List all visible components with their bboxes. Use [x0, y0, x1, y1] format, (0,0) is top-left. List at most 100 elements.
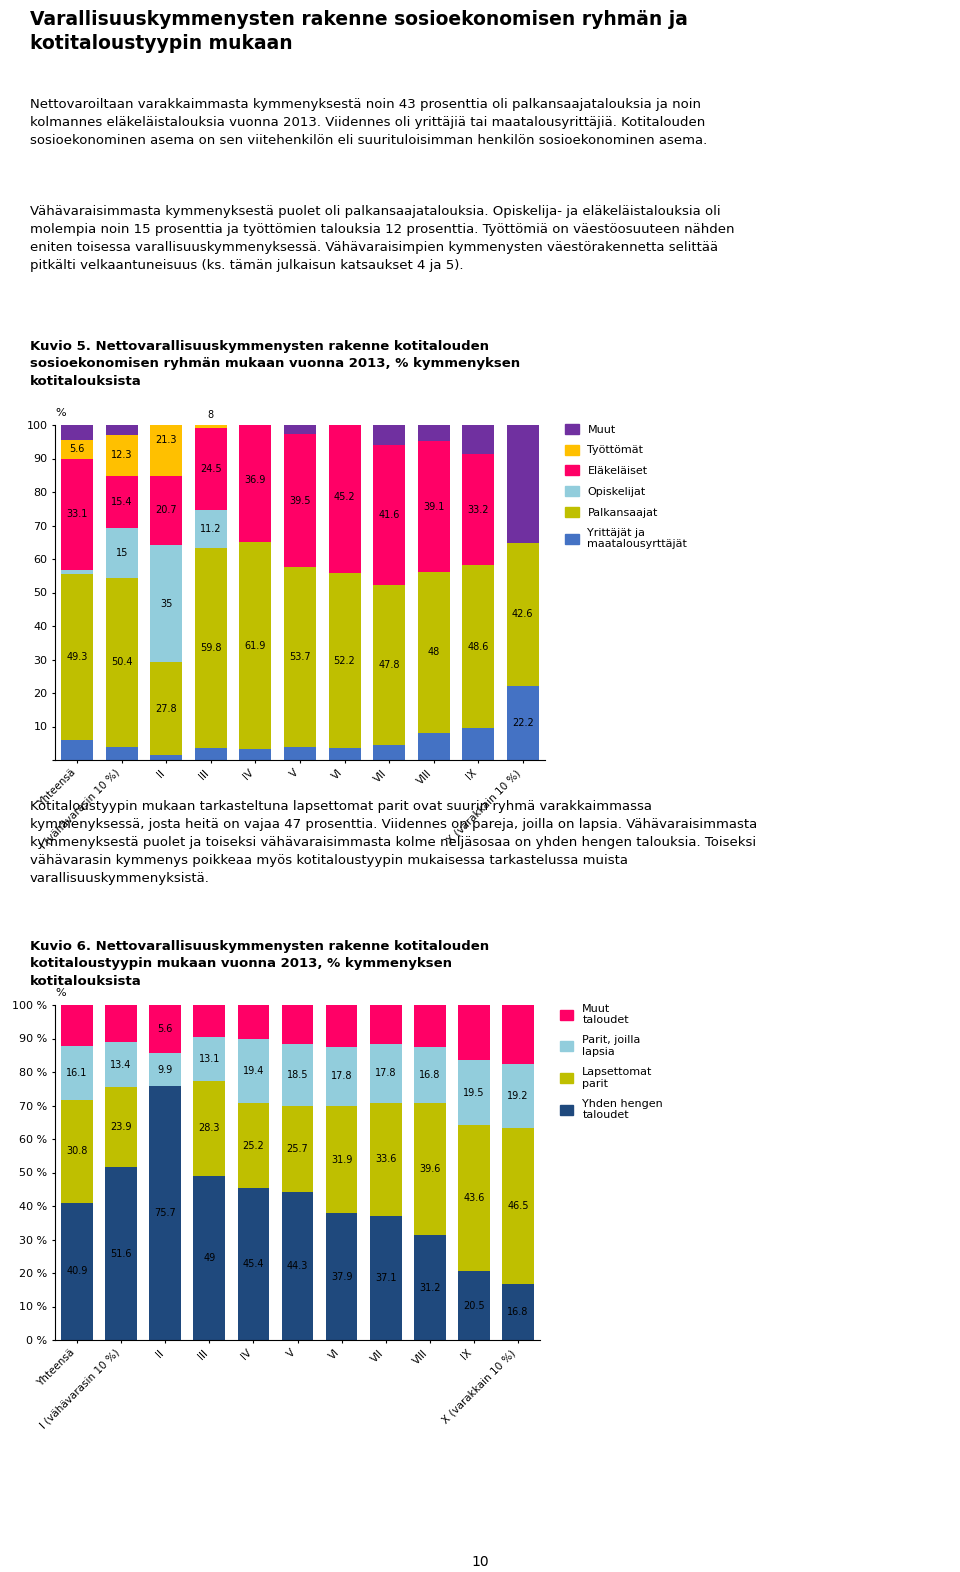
Text: 15.4: 15.4 [111, 497, 132, 506]
Text: 59.8: 59.8 [200, 643, 222, 652]
Bar [462, 454, 494, 566]
Text: 41.6: 41.6 [378, 511, 399, 520]
Text: 28.3: 28.3 [199, 1124, 220, 1133]
Bar [325, 1214, 357, 1339]
Bar [507, 685, 539, 759]
Bar [462, 424, 494, 454]
Bar [370, 1215, 401, 1339]
Bar [418, 442, 449, 572]
Bar [106, 528, 138, 578]
Text: 21.3: 21.3 [156, 435, 177, 445]
Text: 13.4: 13.4 [110, 1060, 132, 1069]
Text: 33.6: 33.6 [375, 1154, 396, 1165]
Bar [373, 745, 405, 759]
Text: 40.9: 40.9 [66, 1267, 87, 1276]
Text: 45.4: 45.4 [243, 1259, 264, 1269]
Bar [61, 569, 93, 574]
Bar [373, 424, 405, 445]
Text: 22.2: 22.2 [512, 718, 534, 728]
Bar [328, 421, 361, 574]
Text: 52.2: 52.2 [334, 656, 355, 665]
Text: 19.2: 19.2 [507, 1091, 529, 1100]
Bar [150, 1005, 181, 1053]
Bar [195, 511, 227, 549]
Bar [325, 1107, 357, 1214]
Text: 18.5: 18.5 [287, 1069, 308, 1080]
Bar [328, 574, 361, 748]
Bar [462, 566, 494, 728]
Text: 27.8: 27.8 [156, 704, 178, 714]
Bar [284, 747, 316, 759]
Bar [61, 421, 93, 440]
Bar [106, 578, 138, 747]
Bar [284, 424, 316, 434]
Bar [373, 445, 405, 585]
Text: 33.2: 33.2 [468, 505, 489, 514]
Text: 5.6: 5.6 [69, 445, 85, 454]
Text: 39.5: 39.5 [289, 495, 311, 506]
Text: 30.8: 30.8 [66, 1146, 87, 1157]
Text: 49: 49 [204, 1253, 215, 1262]
Text: Vähävaraisimmasta kymmenyksestä puolet oli palkansaajatalouksia. Opiskelija- ja : Vähävaraisimmasta kymmenyksestä puolet o… [30, 204, 734, 272]
Bar [61, 739, 93, 759]
Bar [281, 1192, 313, 1339]
Bar [502, 1005, 534, 1064]
Text: 39.6: 39.6 [420, 1165, 441, 1174]
Text: 17.8: 17.8 [331, 1072, 352, 1082]
Text: 51.6: 51.6 [110, 1248, 132, 1259]
Bar [458, 1126, 490, 1272]
Bar [284, 566, 316, 747]
Bar [61, 574, 93, 739]
Text: 25.7: 25.7 [287, 1143, 308, 1154]
Bar [281, 1105, 313, 1192]
Bar [373, 585, 405, 745]
Text: Varallisuuskymmenysten rakenne sosioekonomisen ryhmän ja
kotitaloustyypin mukaan: Varallisuuskymmenysten rakenne sosioekon… [30, 9, 688, 53]
Text: Kuvio 5. Nettovarallisuuskymmenysten rakenne kotitalouden
sosioekonomisen ryhmän: Kuvio 5. Nettovarallisuuskymmenysten rak… [30, 340, 520, 388]
Text: %: % [55, 409, 65, 418]
Bar [150, 1053, 181, 1086]
Text: 39.1: 39.1 [423, 501, 444, 511]
Bar [106, 1005, 137, 1042]
Bar [106, 476, 138, 528]
Bar [281, 1005, 313, 1044]
Text: 8: 8 [208, 410, 214, 420]
Bar [502, 1064, 534, 1129]
Text: 31.9: 31.9 [331, 1154, 352, 1165]
Bar [106, 424, 138, 435]
Text: 19.5: 19.5 [463, 1088, 485, 1097]
Bar [61, 459, 93, 569]
Bar [370, 1005, 401, 1044]
Bar [61, 1045, 93, 1100]
Text: 19.4: 19.4 [243, 1066, 264, 1075]
Text: 44.3: 44.3 [287, 1261, 308, 1270]
Text: 37.9: 37.9 [331, 1272, 352, 1281]
Text: 42.6: 42.6 [512, 610, 534, 619]
Bar [507, 542, 539, 685]
Bar [151, 404, 182, 476]
Text: Kotitaloustyypin mukaan tarkasteltuna lapsettomat parit ovat suurin ryhmä varakk: Kotitaloustyypin mukaan tarkasteltuna la… [30, 800, 757, 885]
Bar [151, 476, 182, 545]
Text: 10: 10 [471, 1555, 489, 1569]
Bar [194, 1082, 226, 1176]
Bar [194, 1005, 226, 1038]
Bar [284, 434, 316, 566]
Bar [195, 748, 227, 759]
Text: 33.1: 33.1 [66, 509, 88, 519]
Text: Kuvio 6. Nettovarallisuuskymmenysten rakenne kotitalouden
kotitaloustyypin mukaa: Kuvio 6. Nettovarallisuuskymmenysten rak… [30, 940, 490, 987]
Text: Nettovaroiltaan varakkaimmasta kymmenyksestä noin 43 prosenttia oli palkansaajat: Nettovaroiltaan varakkaimmasta kymmenyks… [30, 97, 708, 148]
Bar [418, 572, 449, 733]
Bar [106, 747, 138, 759]
Bar [418, 733, 449, 759]
Text: 53.7: 53.7 [289, 652, 311, 662]
Bar [418, 424, 449, 442]
Text: 37.1: 37.1 [375, 1273, 396, 1283]
Bar [325, 1005, 357, 1047]
Bar [237, 1188, 270, 1339]
Bar [237, 1104, 270, 1188]
Bar [328, 748, 361, 759]
Text: 5.6: 5.6 [157, 1023, 173, 1034]
Text: 43.6: 43.6 [463, 1193, 485, 1203]
Text: 25.2: 25.2 [243, 1141, 264, 1151]
Bar [325, 1047, 357, 1107]
Bar [61, 440, 93, 459]
